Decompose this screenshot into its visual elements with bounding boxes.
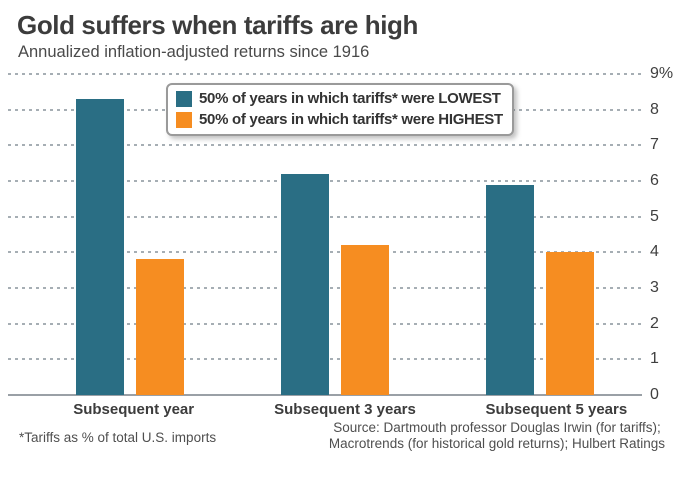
page-title: Gold suffers when tariffs are high	[17, 10, 419, 40]
x-axis-line	[8, 394, 642, 396]
bar-lowest-3	[485, 184, 534, 395]
bar-group-2	[233, 74, 438, 395]
bar-highest-3	[545, 252, 594, 395]
gridline	[8, 144, 642, 147]
legend-swatch-highest-icon	[176, 111, 192, 128]
x-tick-label: Subsequent 3 years	[274, 401, 416, 418]
y-tick-label: 8	[650, 100, 659, 118]
gridline	[8, 73, 642, 75]
source-line-2: Macrotrends (for historical gold returns…	[328, 436, 666, 452]
bar-highest-1	[136, 259, 185, 395]
chart-subtitle: Annualized inflation-adjusted returns si…	[18, 43, 370, 61]
y-tick-label: 0	[650, 386, 659, 403]
source-credit: Source: Dartmouth professor Douglas Irwi…	[307, 420, 687, 453]
y-tick-label: 3	[650, 279, 659, 296]
y-tick-label: 1	[650, 350, 659, 368]
y-tick-label: 7	[650, 136, 659, 154]
plot-area	[8, 73, 642, 396]
bar-highest-2	[341, 245, 389, 395]
y-tick-label: 9%	[650, 65, 674, 82]
legend-item-highest: 50% of years in which tariffs* were HIGH…	[176, 111, 503, 128]
bar-lowest-2	[281, 173, 329, 395]
x-axis-labels: Subsequent year Subsequent 3 years Subsequ…	[8, 401, 662, 418]
source-line-1: Source: Dartmouth professor Douglas Irwi…	[333, 420, 661, 435]
y-tick-label: 6	[650, 172, 659, 189]
legend-item-lowest: 50% of years in which tariffs* were LOWE…	[176, 90, 503, 107]
legend-label-lowest: 50% of years in which tariffs* were LOWE…	[199, 90, 501, 107]
legend: 50% of years in which tariffs* were LOWE…	[166, 83, 514, 136]
bar-group-1	[28, 74, 233, 395]
y-axis: 9% 8 7 6 5 4 3 2 1 0	[650, 66, 695, 403]
bar-lowest-1	[76, 98, 125, 395]
legend-label-highest: 50% of years in which tariffs* were HIGH…	[199, 111, 503, 128]
x-tick-label: Subsequent year	[73, 401, 195, 418]
y-tick-label: 2	[650, 314, 659, 332]
y-tick-label: 5	[650, 207, 659, 225]
y-tick-label: 4	[650, 243, 659, 261]
legend-swatch-lowest-icon	[176, 90, 192, 107]
bar-group-3	[437, 74, 642, 395]
footnote: *Tariffs as % of total U.S. imports	[19, 430, 217, 445]
x-tick-label: Subsequent 5 years	[485, 401, 628, 418]
bar-groups	[8, 74, 642, 395]
